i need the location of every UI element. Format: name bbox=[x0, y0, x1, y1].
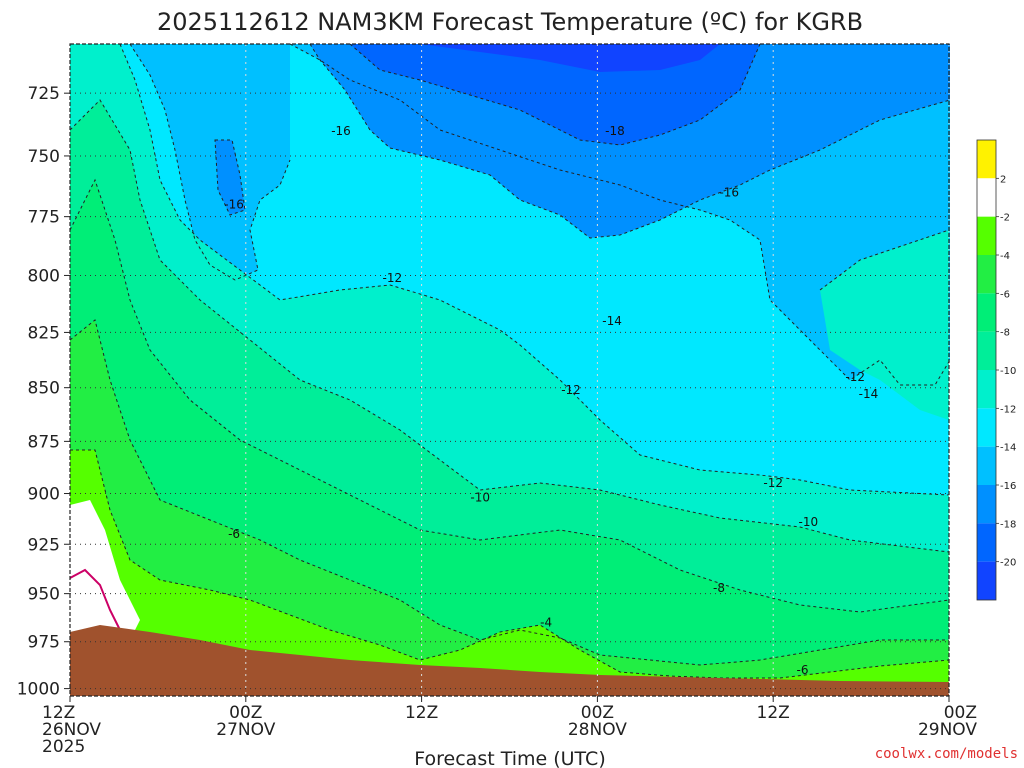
x-tick-label-time: 12Z bbox=[757, 703, 790, 723]
contour-line-minus8 bbox=[69, 178, 950, 613]
colorbar-tick-label: -2 bbox=[1000, 213, 1010, 224]
colorbar-tick-label: -4 bbox=[1000, 251, 1010, 262]
colorbar-ticks: 2 -2 -4 -6 -8 -10 -12 -14 -16 -18 -20 bbox=[996, 174, 1016, 569]
colorbar bbox=[976, 139, 997, 601]
colorbar-bin bbox=[977, 331, 996, 370]
x-tick-label-date: 26NOV bbox=[42, 720, 101, 740]
band-4-to-2 bbox=[70, 450, 949, 696]
contour-label: -14 bbox=[859, 387, 879, 401]
contour-line-minus12-right bbox=[819, 229, 950, 291]
contour-label: -10 bbox=[470, 491, 490, 505]
contour-line-minus16 bbox=[289, 43, 951, 386]
y-tick-label: 850 bbox=[28, 379, 60, 399]
contour-label: -6 bbox=[228, 527, 240, 541]
band-18-to-16-isle bbox=[215, 140, 245, 215]
x-tick-label-date: 28NOV bbox=[568, 720, 627, 740]
contour-label: -6 bbox=[797, 663, 809, 677]
contour-lines bbox=[69, 43, 951, 679]
contour-label: -16 bbox=[331, 124, 351, 138]
contour-line-minus6 bbox=[69, 319, 949, 666]
y-tick-label: 750 bbox=[28, 147, 60, 167]
contour-label: -16 bbox=[719, 186, 739, 200]
x-axis-label: Forecast Time (UTC) bbox=[414, 748, 605, 768]
contour-label: -14 bbox=[602, 314, 622, 328]
x-tick-label-year: 2025 bbox=[42, 737, 85, 757]
contour-line-minus16-left bbox=[129, 43, 291, 281]
y-tick-label: 800 bbox=[28, 266, 60, 286]
contour-label: -16 bbox=[224, 198, 244, 212]
x-tick-label-date: 27NOV bbox=[216, 720, 275, 740]
colorbar-bin bbox=[977, 485, 996, 524]
colorbar-bin bbox=[977, 523, 996, 562]
band-12-to-10-right bbox=[820, 230, 949, 420]
colorbar-tick-label: 2 bbox=[1000, 174, 1006, 185]
y-tick-label: 825 bbox=[28, 323, 60, 343]
colorbar-tick-label: -20 bbox=[1000, 558, 1016, 569]
colorbar-tick-label: -8 bbox=[1000, 328, 1010, 339]
y-tick-label: 775 bbox=[28, 208, 60, 228]
colorbar-tick-label: -10 bbox=[1000, 366, 1016, 377]
colorbar-bin bbox=[977, 255, 996, 294]
credit-text: coolwx.com/models bbox=[875, 746, 1018, 762]
y-tick-label: 900 bbox=[28, 485, 60, 505]
y-axis: 725 750 775 800 825 850 875 900 925 950 975 1000 bbox=[17, 84, 70, 700]
colorbar-tick-label: -18 bbox=[1000, 519, 1016, 530]
plot-frame bbox=[69, 43, 950, 697]
x-tick-label-time: 00Z bbox=[944, 703, 977, 723]
y-tick-label: 725 bbox=[28, 84, 60, 104]
colorbar-tick-label: -14 bbox=[1000, 443, 1016, 454]
freezing-line bbox=[69, 568, 121, 631]
contour-label: -12 bbox=[561, 383, 581, 397]
colorbar-bin bbox=[977, 370, 996, 409]
contour-label: -12 bbox=[382, 271, 402, 285]
colorbar-tick-label: -6 bbox=[1000, 289, 1010, 300]
y-tick-label: 1000 bbox=[17, 680, 60, 700]
y-tick-label: 950 bbox=[28, 585, 60, 605]
contour-label: -12 bbox=[763, 476, 783, 490]
x-tick-label-date: 29NOV bbox=[918, 720, 977, 740]
contour-line-minus18 bbox=[309, 43, 951, 239]
terrain bbox=[70, 625, 949, 696]
contour-line-minus20 bbox=[349, 43, 761, 146]
colorbar-bin bbox=[977, 446, 996, 485]
colorbar-bin bbox=[977, 408, 996, 447]
x-tick-label-time: 12Z bbox=[42, 703, 75, 723]
contour-line-minus12 bbox=[119, 43, 950, 496]
colorbar-bin bbox=[977, 216, 996, 255]
contour-label: -18 bbox=[605, 124, 625, 138]
y-tick-label: 875 bbox=[28, 432, 60, 452]
contour-label: -12 bbox=[845, 370, 865, 384]
contour-label: -4 bbox=[540, 616, 552, 630]
contour-label: -8 bbox=[713, 581, 725, 595]
y-tick-label: 975 bbox=[28, 633, 60, 653]
band-2-to-minus2 bbox=[70, 500, 140, 645]
contour-line-minus10 bbox=[69, 99, 950, 553]
colorbar-tick-label: -16 bbox=[1000, 481, 1016, 492]
contour-labels: -16 -18 -16 -16 -12 -14 -12 -12 -14 -10 -12 -6 -10 -4… bbox=[224, 124, 878, 677]
colorbar-bin bbox=[977, 293, 996, 332]
colorbar-bin bbox=[977, 140, 996, 179]
contour-line-minus4 bbox=[70, 449, 950, 679]
y-tick-label: 925 bbox=[28, 535, 60, 555]
colorbar-tick-label: -12 bbox=[1000, 404, 1016, 415]
colorbar-bin bbox=[977, 561, 996, 600]
colorbar-bin bbox=[977, 178, 996, 217]
x-tick-label-time: 00Z bbox=[229, 703, 262, 723]
x-tick-label-time: 12Z bbox=[405, 703, 438, 723]
band-16-to-14-left bbox=[130, 44, 290, 280]
x-tick-label-time: 00Z bbox=[581, 703, 614, 723]
contour-label: -10 bbox=[799, 515, 819, 529]
band-6-to-4 bbox=[70, 320, 949, 696]
band-less-20 bbox=[420, 44, 720, 72]
chart-title: 2025112612 NAM3KM Forecast Temperature (… bbox=[157, 8, 863, 36]
plot-area: -16 -18 -16 -16 -12 -14 -12 -12 -14 -10 -12 -6 -10 -4… bbox=[69, 43, 951, 697]
